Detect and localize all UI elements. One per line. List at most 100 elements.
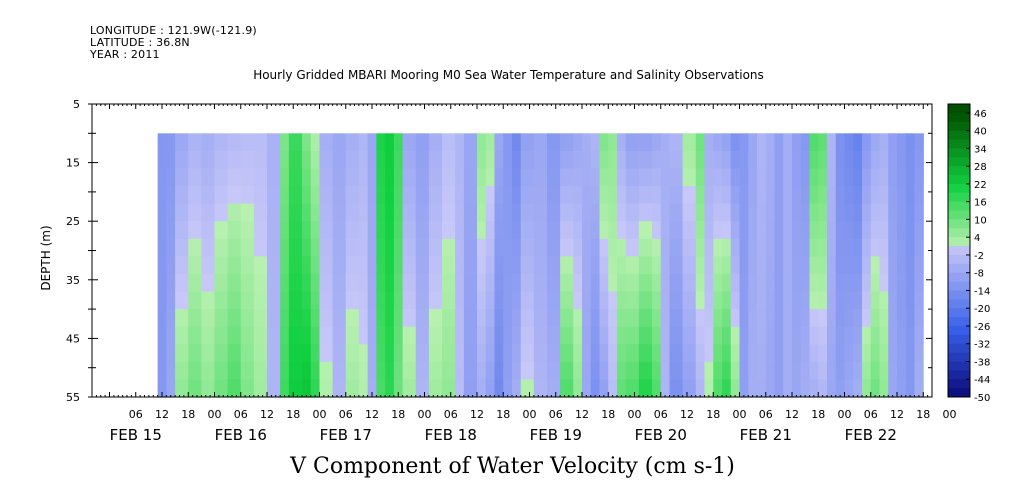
heatmap-cell — [288, 256, 303, 275]
heatmap-cell — [485, 309, 496, 328]
heatmap-cell — [625, 221, 640, 240]
heatmap-cell — [582, 309, 592, 328]
heatmap-cell — [660, 291, 671, 310]
heatmap-cell — [345, 326, 360, 345]
heatmap-cell — [402, 221, 417, 240]
heatmap-cell — [739, 238, 749, 257]
heatmap-cell — [253, 238, 268, 257]
heatmap-cell — [652, 379, 662, 398]
heatmap-cell — [201, 221, 216, 240]
heatmap-cell — [818, 326, 828, 345]
heatmap-cell — [765, 186, 776, 205]
heatmap-cell — [442, 256, 456, 275]
heatmap-cell — [227, 203, 242, 222]
heatmap-cell — [376, 379, 386, 398]
heatmap-cell — [477, 291, 487, 310]
heatmap-cell — [590, 168, 601, 187]
heatmap-cell — [503, 256, 513, 275]
heatmap-cell — [713, 309, 723, 328]
heatmap-cell — [319, 309, 334, 328]
heatmap-cell — [713, 361, 723, 381]
heatmap-cell — [227, 309, 242, 328]
heatmap-cell — [547, 379, 561, 398]
heatmap-cell — [682, 221, 697, 240]
heatmap-cell — [520, 309, 535, 328]
heatmap-cell — [765, 273, 776, 293]
heatmap-cell — [503, 273, 513, 293]
heatmap-cell — [888, 221, 898, 240]
heatmap-cell — [166, 273, 176, 293]
heatmap-cell — [442, 133, 456, 152]
colorbar-swatch — [948, 192, 970, 203]
heatmap-cell — [253, 256, 268, 275]
heatmap-cell — [638, 309, 653, 328]
heatmap-cell — [765, 379, 776, 398]
heatmap-cell — [870, 221, 881, 240]
x-hour-tick-label: 18 — [496, 408, 510, 421]
heatmap-cell — [267, 309, 281, 328]
heatmap-cell — [319, 168, 334, 187]
heatmap-cell — [367, 379, 377, 398]
heatmap-cell — [560, 273, 574, 293]
heatmap-cell — [188, 203, 202, 222]
x-day-label: FEB 16 — [215, 426, 267, 444]
heatmap-cell — [319, 238, 334, 257]
x-hour-tick-label: 18 — [811, 408, 825, 421]
x-hour-tick-label: 00 — [313, 408, 327, 421]
heatmap-cell — [704, 221, 714, 240]
heatmap-cell — [253, 168, 268, 187]
heatmap-cell — [240, 326, 255, 345]
heatmap-cell — [402, 256, 417, 275]
heatmap-cell — [704, 168, 714, 187]
heatmap-cell — [345, 291, 360, 310]
heatmap-cell — [748, 291, 758, 310]
heatmap-cell — [713, 326, 723, 345]
heatmap-cell — [652, 344, 662, 363]
colorbar-swatch — [948, 254, 970, 265]
heatmap-cell — [827, 326, 837, 345]
heatmap-cell — [367, 256, 377, 275]
heatmap-cell — [844, 273, 854, 293]
heatmap-cell — [573, 150, 583, 170]
heatmap-cell — [166, 379, 176, 398]
heatmap-cell — [905, 186, 916, 205]
heatmap-cell — [638, 186, 653, 205]
heatmap-cell — [748, 150, 758, 170]
heatmap-cell — [669, 150, 684, 170]
heatmap-cell — [288, 221, 303, 240]
heatmap-cell — [625, 238, 640, 257]
heatmap-cell — [560, 221, 574, 240]
x-day-label: FEB 15 — [110, 426, 162, 444]
heatmap-cell — [590, 326, 601, 345]
heatmap-cell — [415, 238, 430, 257]
chart-title-row: Hourly Gridded MBARI Mooring M0 Sea Wate… — [0, 68, 1009, 82]
heatmap-cell — [669, 168, 684, 187]
heatmap-cell — [367, 238, 377, 257]
heatmap-cell — [573, 344, 583, 363]
heatmap-cell — [345, 221, 360, 240]
heatmap-cell — [227, 379, 242, 398]
heatmap-cell — [547, 150, 561, 170]
heatmap-cell — [638, 344, 653, 363]
heatmap-cell — [345, 133, 360, 152]
heatmap-cell — [599, 133, 609, 152]
heatmap-cell — [862, 361, 872, 381]
x-day-label: FEB 17 — [320, 426, 372, 444]
heatmap-cell — [477, 133, 487, 152]
heatmap-cell — [214, 256, 229, 275]
heatmap-cell — [227, 344, 242, 363]
heatmap-cell — [682, 379, 697, 398]
heatmap-cell — [617, 309, 627, 328]
x-hour-tick-label: 06 — [129, 408, 143, 421]
colorbar-label: 10 — [974, 215, 987, 226]
heatmap-cell — [730, 379, 741, 398]
heatmap-cell — [442, 379, 456, 398]
heatmap-cell — [310, 186, 321, 205]
heatmap-cell — [748, 133, 758, 152]
heatmap-cell — [442, 344, 456, 363]
heatmap-cell — [590, 291, 601, 310]
heatmap-cell — [713, 221, 723, 240]
heatmap-cell — [385, 273, 395, 293]
heatmap-cell — [494, 379, 504, 398]
heatmap-cell — [332, 133, 347, 152]
